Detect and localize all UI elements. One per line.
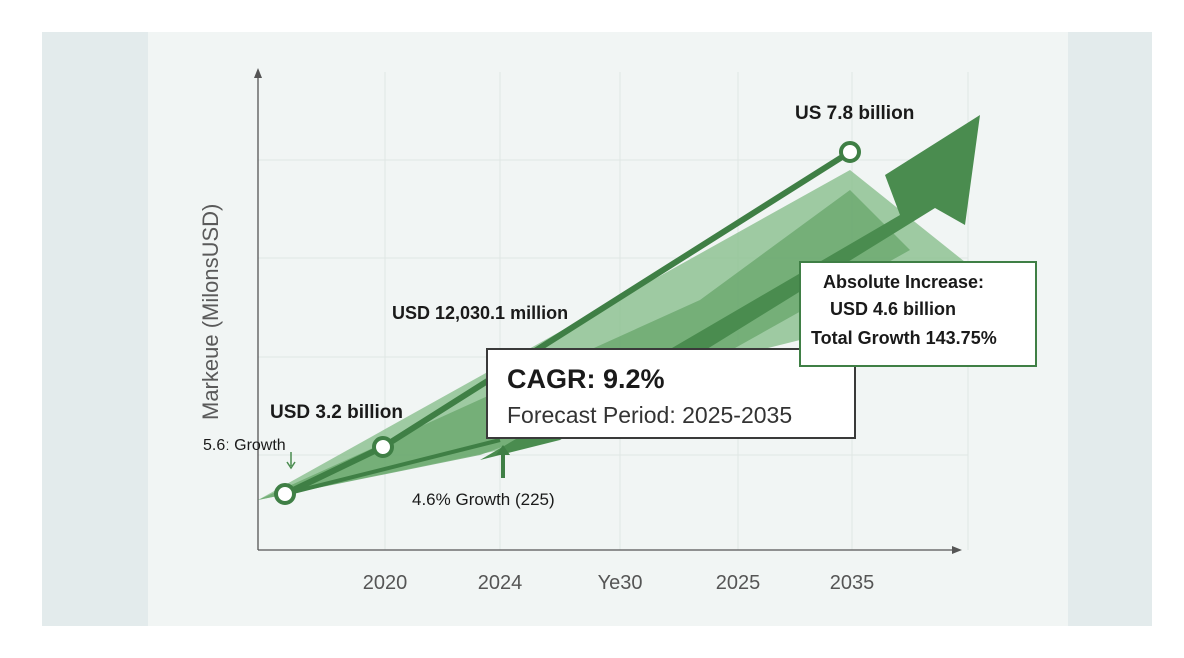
y-axis-label: Markeue (MilonsUSD) bbox=[198, 204, 223, 420]
growth-area-mid bbox=[258, 190, 910, 500]
x-axis-arrow bbox=[952, 546, 962, 554]
up-arrow-icon bbox=[496, 445, 510, 478]
increase-line-2: USD 4.6 billion bbox=[830, 299, 956, 319]
y-axis-arrow bbox=[254, 68, 262, 78]
x-tick-label: Ye30 bbox=[598, 572, 643, 594]
x-tick-label: 2020 bbox=[363, 572, 408, 594]
growth-left-label: 5.6ː Growth bbox=[203, 437, 286, 454]
increase-box bbox=[799, 261, 1037, 367]
secondary-line bbox=[284, 438, 501, 496]
data-point-marker bbox=[274, 483, 296, 505]
x-tick-label: 2024 bbox=[478, 572, 523, 594]
growth-bottom-label: 4.6% Growth (225) bbox=[412, 490, 555, 509]
point-label-2020: USD 3.2 billion bbox=[270, 402, 403, 423]
big-arrow bbox=[480, 115, 980, 460]
increase-line-1: Absolute Increase: bbox=[823, 272, 984, 292]
mid-value-label: USD 12,030.1 million bbox=[392, 303, 568, 323]
x-tick-label: 2035 bbox=[830, 572, 875, 594]
increase-line-3: Total Growth 143.75% bbox=[811, 328, 997, 348]
point-label-2035: US 7.8 billion bbox=[795, 103, 914, 124]
x-tick-label: 2025 bbox=[716, 572, 761, 594]
cagr-period: Forecast Period: 2025-2035 bbox=[507, 402, 792, 428]
down-arrow-icon bbox=[286, 452, 296, 470]
cagr-box bbox=[486, 348, 856, 439]
data-point-marker bbox=[839, 141, 861, 163]
cagr-title: CAGR: 9.2% bbox=[507, 364, 665, 394]
data-point-marker bbox=[372, 436, 394, 458]
